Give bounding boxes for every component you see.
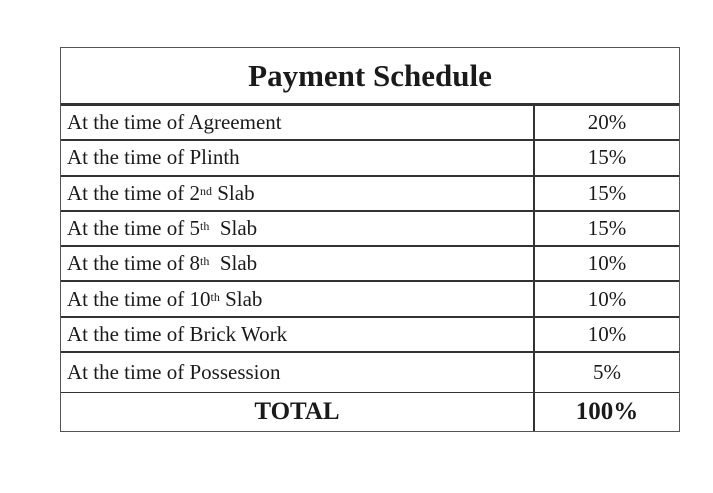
stage-percentage: 15% xyxy=(587,145,627,170)
stage-percentage: 10% xyxy=(587,251,627,276)
stage-percentage: 10% xyxy=(587,321,627,346)
table-row: At the time of Brick Work 10% xyxy=(61,317,679,354)
total-row: TOTAL 100% xyxy=(61,392,679,432)
stage-percentage: 15% xyxy=(587,216,627,241)
stage-text: At the time of Agreement xyxy=(67,110,282,135)
stage-text-suffix: Slab xyxy=(209,216,258,241)
stage-text: At the time of Possession xyxy=(67,360,281,385)
stage-percentage: 5% xyxy=(593,360,621,385)
table-title: Payment Schedule xyxy=(61,48,679,106)
table-row: At the time of Possession 5% xyxy=(61,353,679,393)
payment-schedule-table: Payment Schedule At the time of Agreemen… xyxy=(60,47,680,433)
ordinal-suffix: th xyxy=(199,254,210,269)
stage-text: At the time of 2 xyxy=(67,180,200,205)
stage-text: At the time of 8 xyxy=(67,251,200,276)
stage-percentage: 10% xyxy=(587,286,627,311)
stage-text: At the time of Brick Work xyxy=(67,321,288,346)
table-row: At the time of Agreement 20% xyxy=(61,106,679,142)
table-row: At the time of Plinth 15% xyxy=(61,141,679,177)
stage-label: At the time of Agreement xyxy=(61,106,535,140)
stage-text-suffix: Slab xyxy=(211,180,255,205)
ordinal-suffix: th xyxy=(199,219,210,234)
stage-label: At the time of Plinth xyxy=(61,141,535,175)
stage-text-suffix: Slab xyxy=(209,251,258,276)
ordinal-suffix: nd xyxy=(199,183,212,198)
stage-text: At the time of 5 xyxy=(67,216,200,241)
stage-label: At the time of Possession xyxy=(61,353,535,393)
stage-text-suffix: Slab xyxy=(219,286,263,311)
stage-text: At the time of 10 xyxy=(67,286,211,311)
total-label: TOTAL xyxy=(61,393,535,432)
total-value: 100% xyxy=(575,398,639,426)
ordinal-suffix: th xyxy=(210,289,220,304)
stage-text: At the time of Plinth xyxy=(67,145,240,170)
stage-percentage: 15% xyxy=(587,180,627,205)
stage-label: At the time of Brick Work xyxy=(61,317,535,352)
stage-percentage: 20% xyxy=(587,110,627,135)
